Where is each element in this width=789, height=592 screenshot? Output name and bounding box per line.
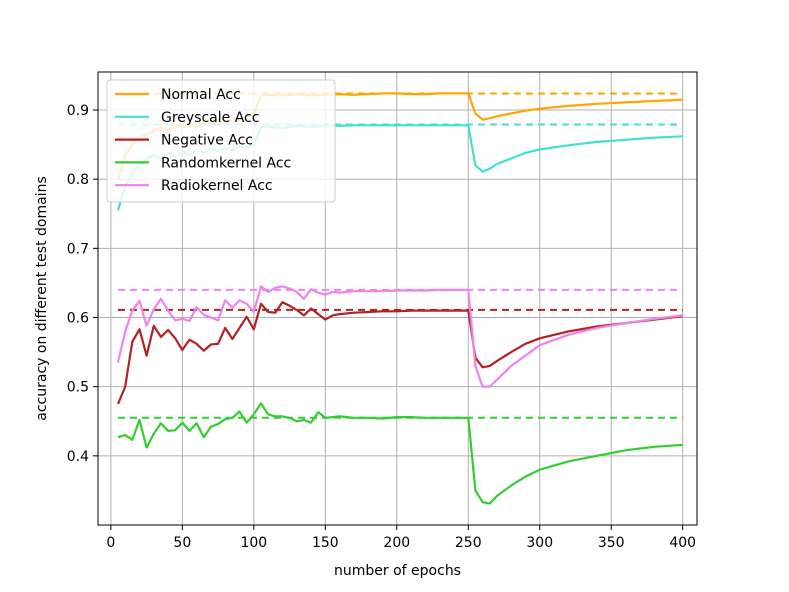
x-tick-label: 350 [598,535,625,551]
series-line [116,285,683,388]
legend-box [106,79,336,203]
series-line [117,402,683,505]
y-tick-label: 0.4 [67,449,89,465]
x-axis: 0 50 100 150 200 250 300 350 400 [106,525,696,551]
x-tick-label: 300 [526,535,553,551]
x-tick-label: 0 [106,535,115,551]
plot-frame [97,71,698,526]
x-tick-label: 150 [312,535,339,551]
x-tick-label: 100 [240,535,267,551]
y-tick-label: 0.8 [67,172,89,188]
x-tick-label: 200 [383,535,410,551]
y-tick-label: 0.7 [67,241,89,257]
legend-label: Randomkernel Acc [161,155,291,171]
x-axis-label: number of epochs [334,563,461,579]
y-tick-label: 0.9 [67,103,89,119]
x-tick-label: 250 [455,535,482,551]
legend-label: Greyscale Acc [161,110,259,126]
x-tick-label: 50 [173,535,191,551]
legend: Normal Acc Greyscale Acc Negative Acc Rando… [106,79,336,203]
legend-label: Radiokernel Acc [161,178,273,194]
y-tick-label: 0.6 [67,311,89,327]
legend-label: Normal Acc [161,87,241,103]
y-axis: 0.4 0.5 0.6 0.7 0.8 0.9 [67,103,98,465]
y-tick-label: 0.5 [67,380,89,396]
legend-label: Negative Acc [161,133,253,149]
y-axis-label: accuracy on different test domains [34,176,50,420]
series-line [116,301,683,405]
x-tick-label: 400 [669,535,696,551]
